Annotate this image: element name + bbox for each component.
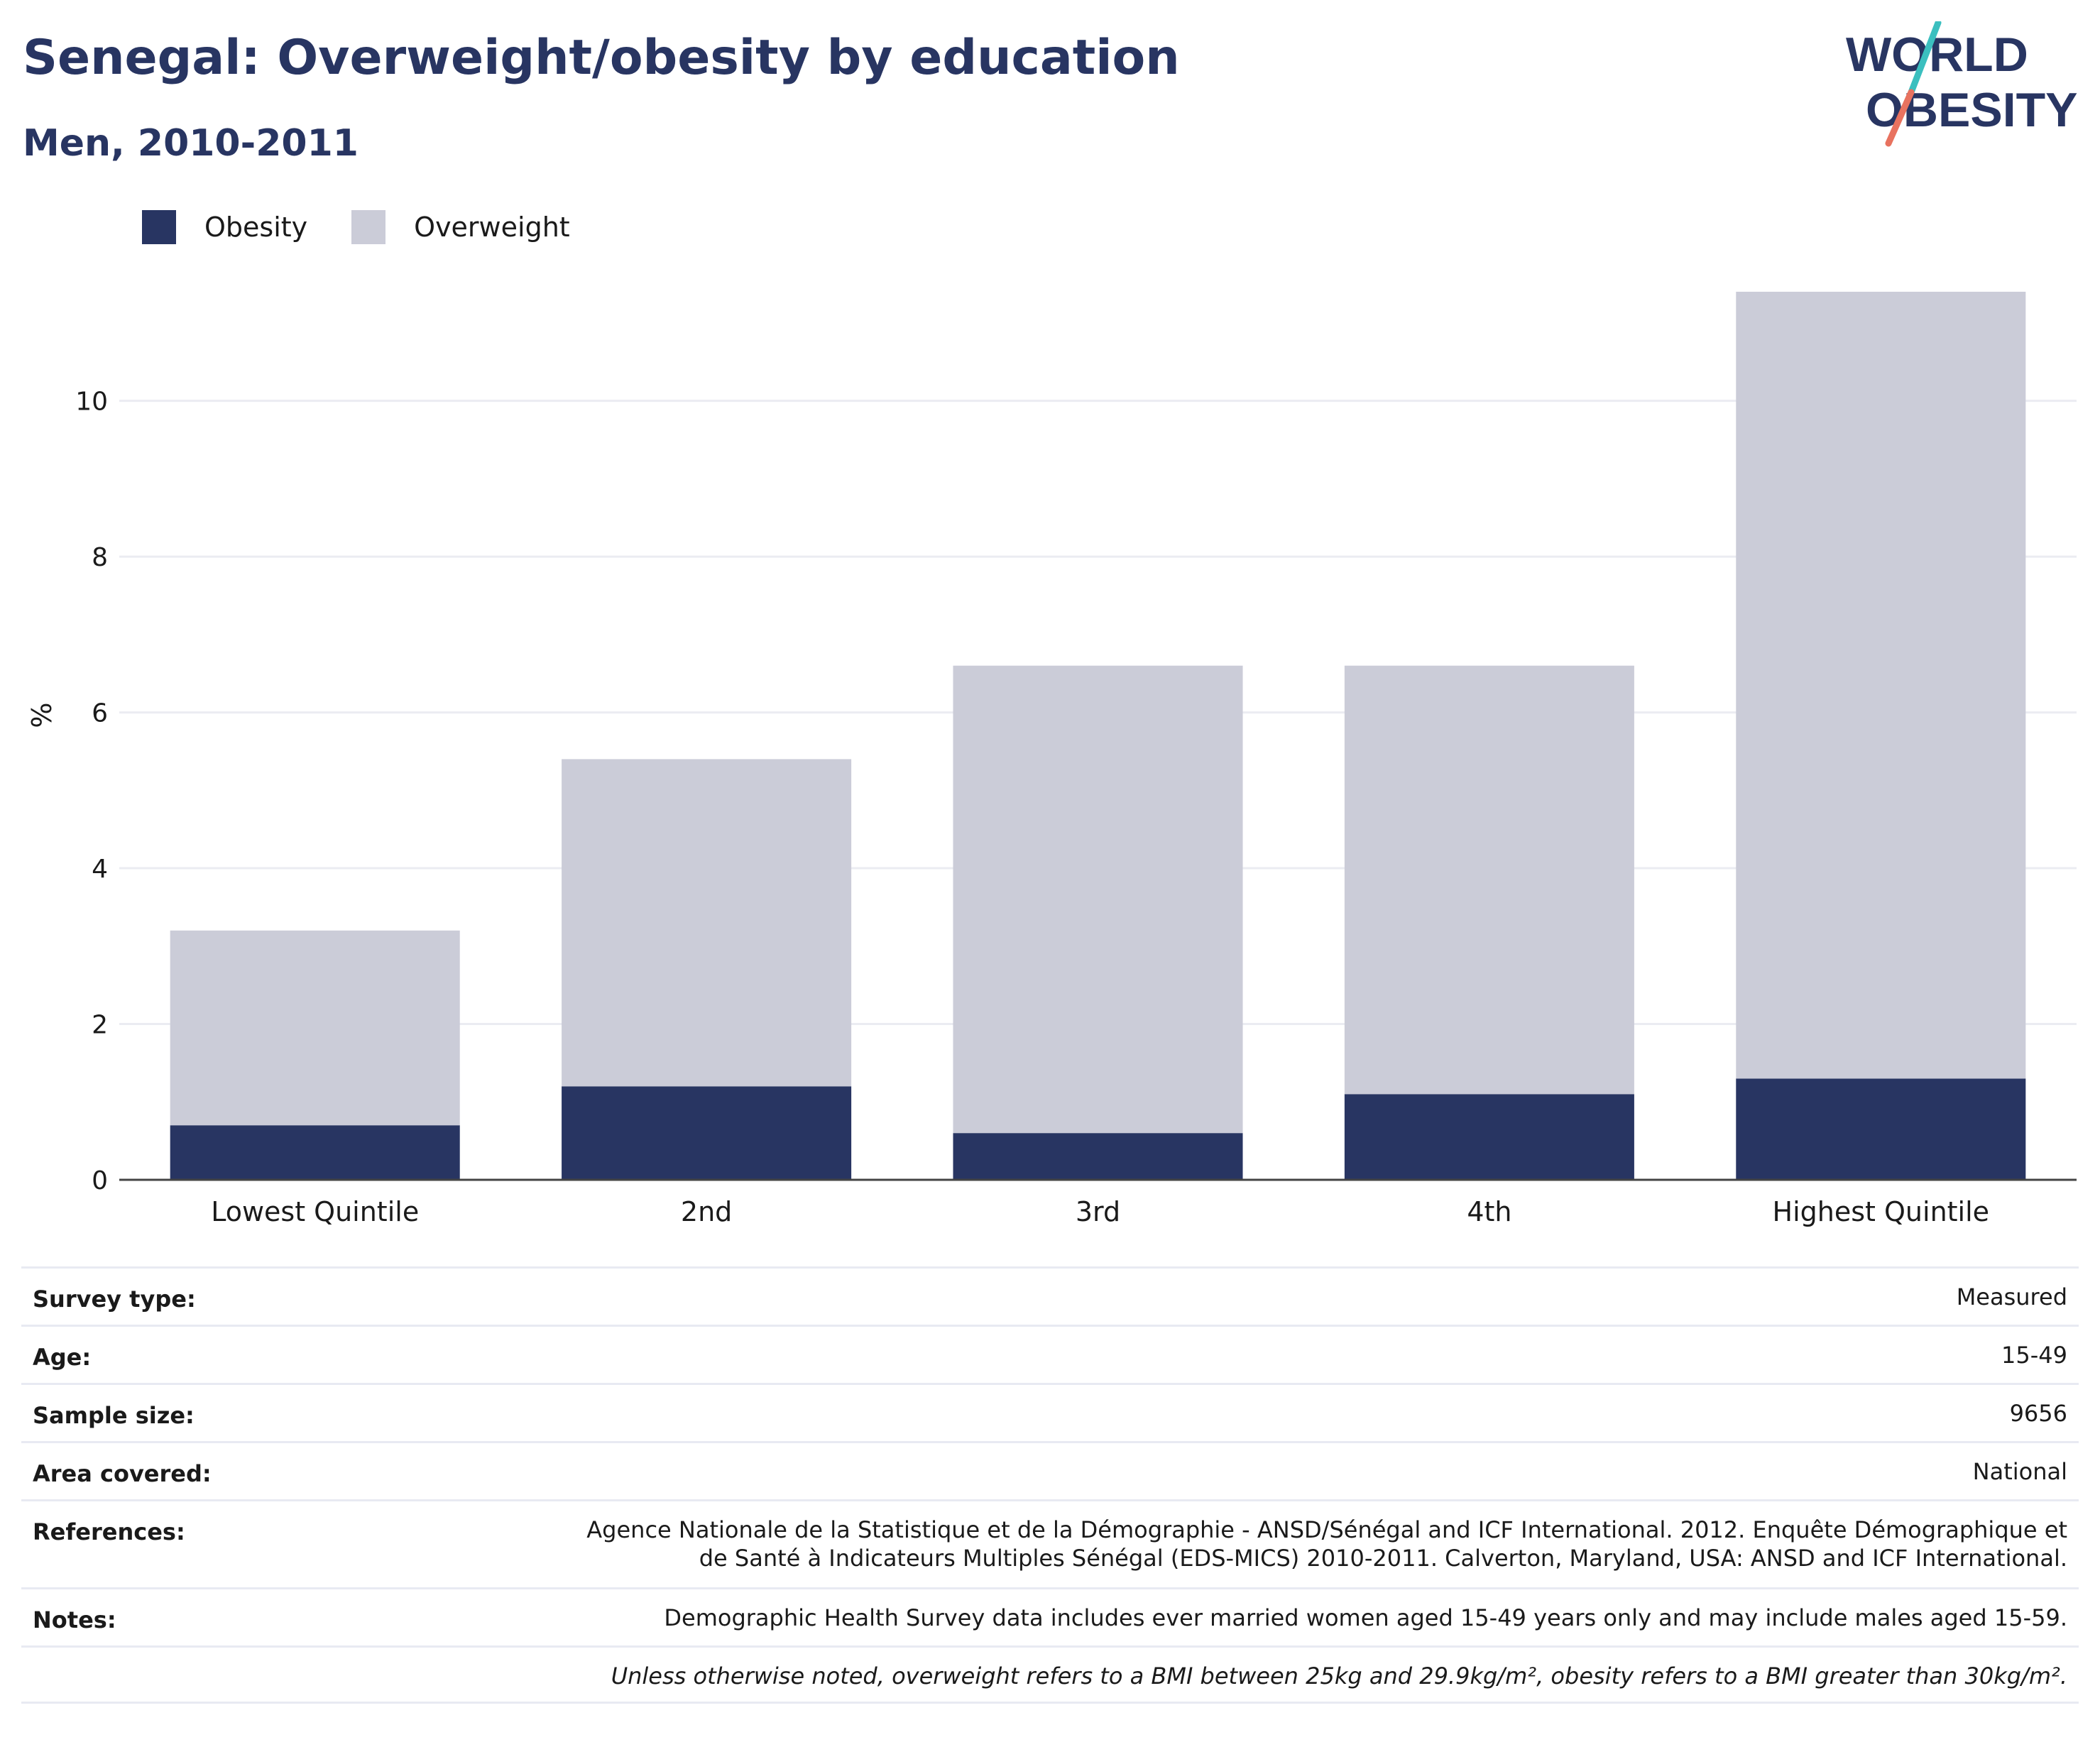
- chart-subtitle: Men, 2010-2011: [23, 122, 359, 165]
- legend-label-overweight: Overweight: [414, 212, 570, 243]
- meta-value: Agence Nationale de la Statistique et de…: [586, 1516, 2067, 1572]
- meta-row-sample-size: Sample size: 9656: [21, 1383, 2079, 1441]
- x-tick-label: Lowest Quintile: [211, 1196, 419, 1227]
- meta-value: Unless otherwise noted, overweight refer…: [611, 1663, 2067, 1690]
- bar-obesity-5: [1736, 1078, 2026, 1180]
- bar-obesity-4: [1344, 1094, 1634, 1180]
- meta-key: Age:: [33, 1344, 92, 1371]
- meta-key: Notes:: [33, 1606, 116, 1633]
- meta-value: National: [1972, 1458, 2067, 1485]
- legend-swatch-overweight: [351, 210, 386, 244]
- y-axis-label: %: [26, 703, 58, 728]
- legend-label-obesity: Obesity: [204, 212, 308, 243]
- chart-title: Senegal: Overweight/obesity by education: [23, 30, 1180, 86]
- meta-value: 15-49: [2001, 1342, 2067, 1369]
- y-tick-label: 2: [92, 1011, 108, 1040]
- bar-overweight-2: [562, 759, 852, 1087]
- bar-obesity-2: [562, 1086, 852, 1180]
- legend-item-obesity[interactable]: Obesity: [142, 210, 307, 244]
- x-tick-label: 2nd: [681, 1196, 732, 1227]
- world-obesity-logo: WORLD OBESITY: [1846, 21, 2078, 147]
- meta-row-bmi-note: Unless otherwise noted, overweight refer…: [21, 1645, 2079, 1704]
- bar-obesity-1: [170, 1125, 460, 1180]
- meta-value: Measured: [1956, 1283, 2067, 1310]
- meta-row-notes: Notes: Demographic Health Survey data in…: [21, 1587, 2079, 1645]
- logo-slash-bottom: [1885, 89, 1915, 147]
- legend-item-overweight[interactable]: Overweight: [351, 210, 570, 244]
- logo-slash-top: [1908, 21, 1942, 96]
- x-tick-label: Highest Quintile: [1773, 1196, 1990, 1227]
- meta-value: Demographic Health Survey data includes …: [664, 1604, 2067, 1631]
- y-tick-label: 6: [92, 699, 108, 728]
- meta-row-references: References: Agence Nationale de la Stati…: [21, 1499, 2079, 1587]
- meta-key: Area covered:: [33, 1460, 212, 1487]
- y-tick-label: 4: [92, 855, 108, 884]
- metadata-table: Survey type: Measured Age: 15-49 Sample …: [21, 1266, 2079, 1704]
- x-tick-label: 3rd: [1076, 1196, 1120, 1227]
- bar-overweight-1: [170, 930, 460, 1126]
- bar-chart: 0 2 4 6 8 10% Lowest Quintile 2nd 3rd 4th Highest …: [26, 291, 2077, 1227]
- bar-obesity-3: [953, 1133, 1243, 1180]
- meta-row-age: Age: 15-49: [21, 1325, 2079, 1383]
- y-tick-label: 0: [92, 1166, 108, 1195]
- meta-value: 9656: [2009, 1400, 2067, 1427]
- meta-key: Sample size:: [33, 1402, 195, 1429]
- bar-overweight-4: [1344, 665, 1634, 1095]
- y-tick-label: 8: [92, 543, 108, 572]
- y-tick-label: 10: [75, 388, 108, 417]
- chart-legend: Obesity Overweight: [142, 210, 614, 244]
- bar-overweight-5: [1736, 291, 2026, 1079]
- bar-overweight-3: [953, 665, 1243, 1134]
- meta-row-area-covered: Area covered: National: [21, 1441, 2079, 1499]
- legend-swatch-obesity: [142, 210, 176, 244]
- meta-row-survey-type: Survey type: Measured: [21, 1266, 2079, 1325]
- logo-line-1: WORLD: [1846, 28, 2028, 82]
- meta-key: Survey type:: [33, 1286, 196, 1313]
- meta-key: References:: [33, 1518, 185, 1545]
- x-tick-label: 4th: [1467, 1196, 1511, 1227]
